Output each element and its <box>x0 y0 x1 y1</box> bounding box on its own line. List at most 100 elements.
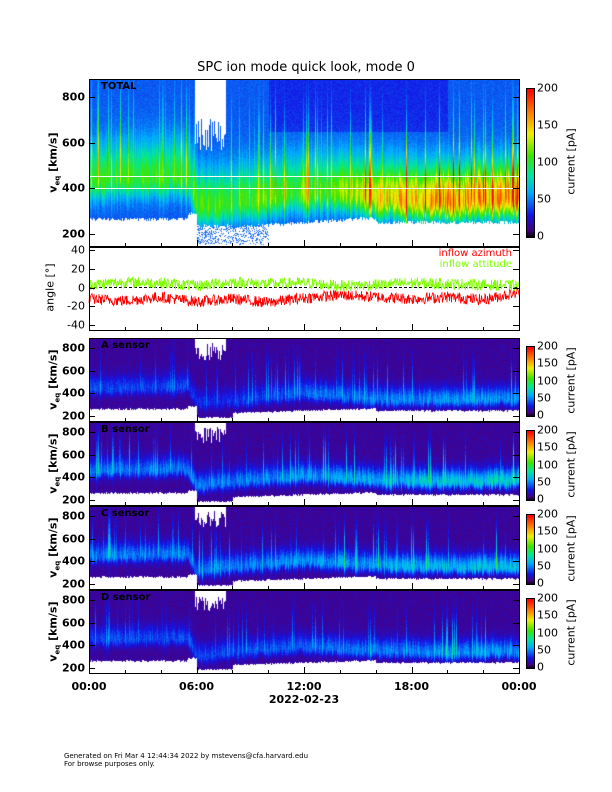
c-sensor-colorbar-tick: 150 <box>537 524 558 538</box>
c-sensor-x-tick-mark <box>483 586 485 589</box>
total-y-tick-mark <box>513 142 519 144</box>
c-sensor-colorbar-tick: 0 <box>537 576 544 590</box>
c-sensor-y-tick-mark <box>89 583 95 585</box>
total-colorbar-tick: 200 <box>537 81 558 95</box>
d-sensor-colorbar-tick: 100 <box>537 626 558 639</box>
a-sensor-x-tick-mark <box>339 418 341 421</box>
total-panel-label: TOTAL <box>101 81 137 92</box>
a-sensor-spectrogram <box>89 338 519 421</box>
total-y-tick-label: 600 <box>62 136 85 150</box>
d-sensor-colorbar <box>526 598 535 669</box>
a-sensor-y-tick-mark <box>89 393 95 395</box>
footer-browse-note: For browse purposes only. <box>64 760 155 768</box>
angle-y-tick-label: 0 <box>78 281 85 295</box>
d-sensor-x-tick-mark <box>519 667 520 673</box>
total-x-tick-mark <box>160 243 162 246</box>
angle-x-tick-mark <box>89 324 90 330</box>
d-sensor-plot-frame <box>89 590 520 674</box>
angle-x-tick-mark <box>339 327 341 330</box>
b-sensor-colorbar-tick: 50 <box>537 475 551 489</box>
total-x-tick-mark <box>124 243 126 246</box>
angle-y-tick-mark <box>513 325 519 327</box>
angle-y-tick-mark <box>89 249 95 251</box>
total-y-tick-mark <box>89 188 95 190</box>
c-sensor-x-tick-mark <box>89 583 90 589</box>
b-sensor-y-tick-label: 600 <box>62 448 85 462</box>
b-sensor-x-tick-mark <box>304 499 305 505</box>
angle-y-tick-mark <box>89 325 95 327</box>
c-sensor-y-tick-label: 400 <box>62 554 85 568</box>
d-sensor-y-tick-mark <box>513 622 519 624</box>
d-sensor-y-tick-mark <box>89 645 95 647</box>
b-sensor-y-tick-mark <box>513 499 519 501</box>
total-colorbar-tick: 150 <box>537 118 558 132</box>
d-sensor-x-tick-mark <box>339 670 341 673</box>
d-sensor-y-tick-mark <box>89 667 95 669</box>
b-sensor-colorbar <box>526 430 535 501</box>
b-sensor-y-tick-mark <box>513 477 519 479</box>
angle-plot-frame <box>89 247 520 331</box>
d-sensor-y-tick-mark <box>89 600 95 602</box>
d-sensor-x-tick-mark <box>196 667 198 673</box>
c-sensor-y-tick-label: 200 <box>62 577 85 591</box>
d-sensor-y-tick-label: 800 <box>62 593 85 607</box>
d-sensor-panel-label: D sensor <box>101 592 151 603</box>
b-sensor-x-tick-mark <box>124 502 126 505</box>
a-sensor-y-tick-mark <box>513 415 519 417</box>
a-sensor-y-tick-mark <box>513 348 519 350</box>
angle-x-tick-mark <box>232 327 234 330</box>
c-sensor-x-tick-mark <box>268 586 270 589</box>
b-sensor-x-tick-mark <box>196 499 198 505</box>
total-y-tick-mark <box>89 233 95 235</box>
b-sensor-colorbar-tick: 150 <box>537 440 558 454</box>
total-y-tick-mark <box>513 188 519 190</box>
d-sensor-y-tick-label: 200 <box>62 661 85 675</box>
legend-inflow-azimuth: inflow azimuth <box>438 248 512 259</box>
figure-title: SPC ion mode quick look, mode 0 <box>197 60 415 75</box>
c-sensor-x-tick-mark <box>519 583 520 589</box>
angle-x-tick-mark <box>447 327 449 330</box>
a-sensor-x-tick-mark <box>411 415 413 421</box>
b-sensor-x-tick-mark <box>447 502 449 505</box>
total-plot-frame <box>89 79 520 247</box>
d-sensor-x-tick-mark <box>268 670 270 673</box>
angle-x-tick-mark <box>483 327 485 330</box>
total-x-tick-mark <box>375 243 377 246</box>
c-sensor-x-tick-mark <box>160 586 162 589</box>
b-sensor-y-tick-mark <box>89 477 95 479</box>
total-x-tick-mark <box>411 240 413 246</box>
a-sensor-x-tick-mark <box>483 418 485 421</box>
angle-x-tick-mark <box>196 324 198 330</box>
total-y-tick-label: 200 <box>62 227 85 240</box>
c-sensor-x-tick-mark <box>304 583 305 589</box>
angle-x-tick-mark <box>304 324 305 330</box>
angle-x-tick-mark <box>124 327 126 330</box>
d-sensor-x-tick-mark <box>124 670 126 673</box>
angle-y-tick-label: 40 <box>71 243 85 257</box>
total-x-tick-mark <box>304 240 305 246</box>
b-sensor-x-tick-mark <box>411 499 413 505</box>
b-sensor-spectrogram <box>89 422 519 505</box>
b-sensor-colorbar-tick: 100 <box>537 458 558 471</box>
a-sensor-colorbar-tick: 150 <box>537 356 558 370</box>
d-sensor-x-tick-mark <box>89 667 90 673</box>
b-sensor-x-tick-mark <box>232 502 234 505</box>
c-sensor-y-tick-mark <box>513 561 519 563</box>
angle-y-tick-mark <box>89 268 95 270</box>
b-sensor-x-tick-mark <box>160 502 162 505</box>
a-sensor-colorbar-tick: 0 <box>537 408 544 422</box>
b-sensor-y-tick-mark <box>89 499 95 501</box>
c-sensor-x-tick-mark <box>196 583 198 589</box>
legend-inflow-attitude: inflow attitude <box>439 259 512 270</box>
total-x-tick-mark <box>483 243 485 246</box>
d-sensor-colorbar-tick: 50 <box>537 643 551 657</box>
b-sensor-y-tick-label: 200 <box>62 493 85 507</box>
total-x-tick-mark <box>232 243 234 246</box>
angle-y-tick-mark <box>513 249 519 251</box>
c-sensor-spectrogram <box>89 506 519 589</box>
b-sensor-x-tick-mark <box>519 499 520 505</box>
a-sensor-panel-label: A sensor <box>101 340 150 351</box>
angle-y-tick-mark <box>513 306 519 308</box>
b-sensor-y-tick-label: 400 <box>62 470 85 484</box>
b-sensor-x-tick-mark <box>483 502 485 505</box>
